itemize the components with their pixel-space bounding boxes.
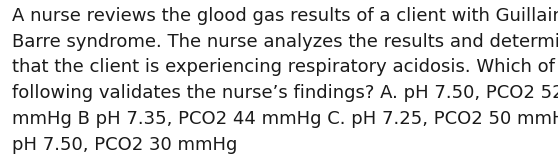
Text: pH 7.50, PCO2 30 mmHg: pH 7.50, PCO2 30 mmHg <box>12 136 238 154</box>
Text: A nurse reviews the glood gas results of a client with Guillain-: A nurse reviews the glood gas results of… <box>12 7 558 25</box>
Text: mmHg B pH 7.35, PCO2 44 mmHg C. pH 7.25, PCO2 50 mmHg D.: mmHg B pH 7.35, PCO2 44 mmHg C. pH 7.25,… <box>12 110 558 128</box>
Text: that the client is experiencing respiratory acidosis. Which of the: that the client is experiencing respirat… <box>12 58 558 76</box>
Text: following validates the nurse’s findings? A. pH 7.50, PCO2 52: following validates the nurse’s findings… <box>12 84 558 102</box>
Text: Barre syndrome. The nurse analyzes the results and determines: Barre syndrome. The nurse analyzes the r… <box>12 33 558 51</box>
